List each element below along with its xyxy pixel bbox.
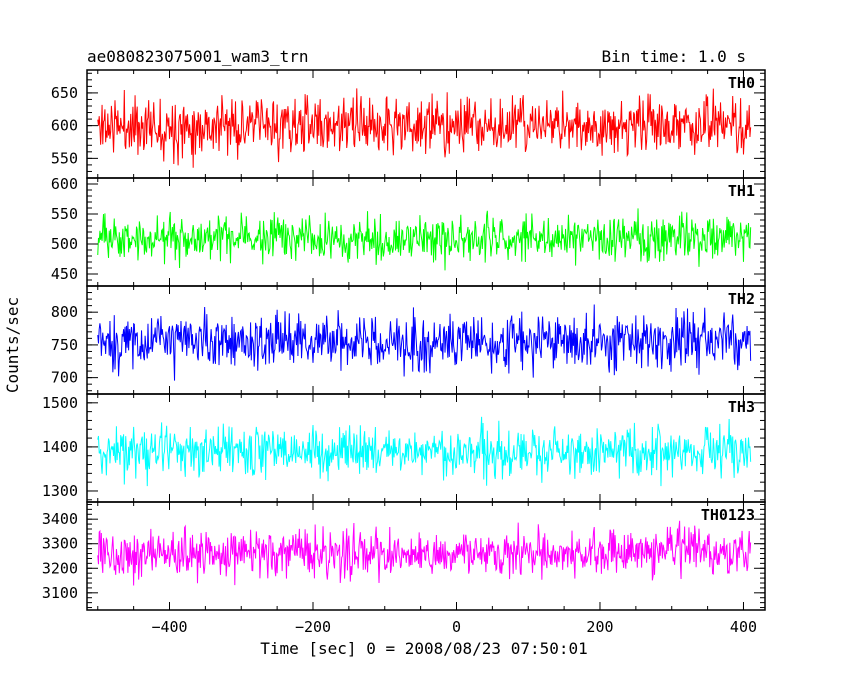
series-label-th0: TH0 xyxy=(728,74,755,92)
x-tick-label: 0 xyxy=(452,618,461,636)
y-tick-label: 550 xyxy=(51,205,78,223)
y-tick-label: 600 xyxy=(51,175,78,193)
x-tick-label: −400 xyxy=(151,618,187,636)
y-tick-label: 1400 xyxy=(42,438,78,456)
y-tick-label: 3400 xyxy=(42,510,78,528)
y-axis-label: Counts/sec xyxy=(3,297,22,393)
chart-subtitle: Bin time: 1.0 s xyxy=(602,47,747,66)
y-tick-label: 3200 xyxy=(42,559,78,577)
y-tick-label: 3300 xyxy=(42,535,78,553)
series-label-th3: TH3 xyxy=(728,398,755,416)
y-tick-label: 550 xyxy=(51,149,78,167)
panel-frame-th0123 xyxy=(86,501,766,611)
chart-title: ae080823075001_wam3_trn xyxy=(87,47,309,66)
x-tick-label: −200 xyxy=(295,618,331,636)
y-tick-label: 3100 xyxy=(42,584,78,602)
panels: 550 600 650 TH0 450 500 550 600 TH1 700 750 800 TH2 1… xyxy=(42,69,766,636)
series-label-th2: TH2 xyxy=(728,290,755,308)
series-line-th3 xyxy=(97,416,752,487)
y-tick-label: 450 xyxy=(51,265,78,283)
series-line-th0123 xyxy=(97,520,752,586)
series-label-th0123: TH0123 xyxy=(701,506,755,524)
series-line-th2 xyxy=(97,304,752,381)
x-tick-label: 200 xyxy=(586,618,613,636)
y-tick-label: 1300 xyxy=(42,482,78,500)
y-tick-label: 750 xyxy=(51,336,78,354)
series-label-th1: TH1 xyxy=(728,182,755,200)
y-tick-label: 800 xyxy=(51,303,78,321)
series-line-th1 xyxy=(97,208,752,271)
x-axis-label: Time [sec] 0 = 2008/08/23 07:50:01 xyxy=(260,639,588,658)
y-tick-label: 700 xyxy=(51,369,78,387)
y-tick-label: 500 xyxy=(51,235,78,253)
y-tick-label: 650 xyxy=(51,84,78,102)
y-tick-label: 600 xyxy=(51,117,78,135)
x-tick-label: 400 xyxy=(730,618,757,636)
y-tick-label: 1500 xyxy=(42,394,78,412)
series-line-th0 xyxy=(97,88,752,168)
